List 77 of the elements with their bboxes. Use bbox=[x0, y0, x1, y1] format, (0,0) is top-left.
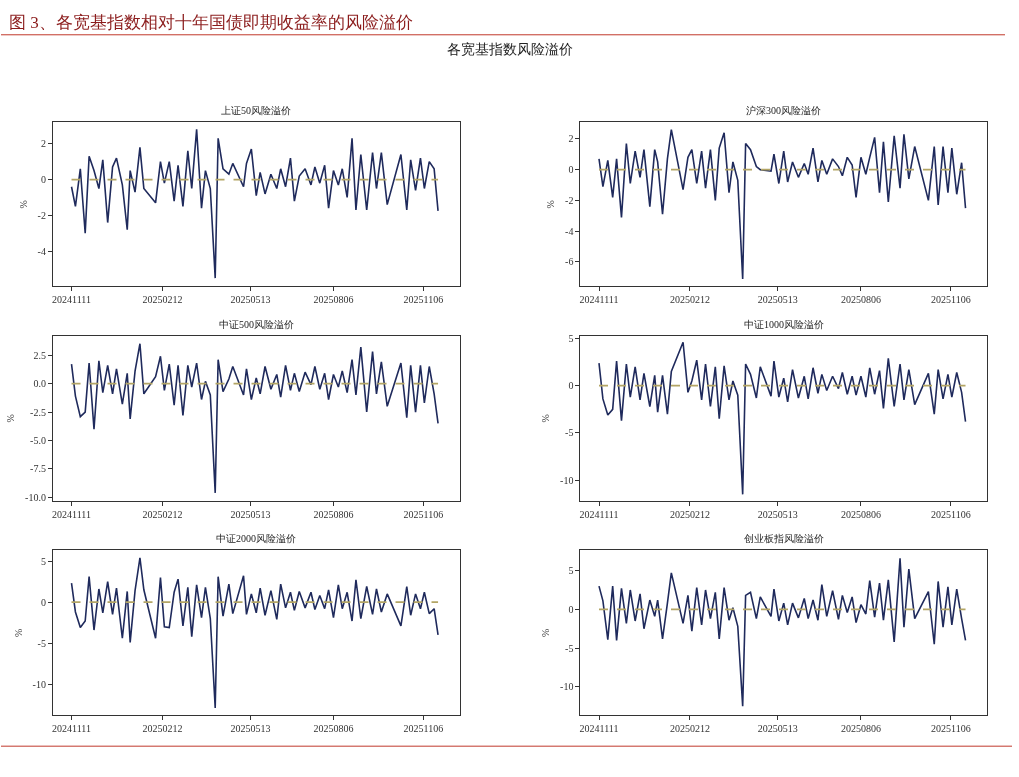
x-tick-label: 20250212 bbox=[669, 294, 710, 306]
x-tick-label: 20250513 bbox=[757, 508, 798, 520]
line-series bbox=[70, 342, 439, 494]
y-tick-label: 5 bbox=[40, 555, 46, 567]
x-tick-label: 20241111 bbox=[52, 508, 91, 520]
y-tick-label: -4 bbox=[37, 245, 46, 257]
x-tick-label: 20241111 bbox=[52, 723, 91, 735]
x-tick-label: 20250806 bbox=[840, 294, 881, 306]
y-tick-label: -10 bbox=[32, 678, 46, 690]
y-tick-label: -6 bbox=[565, 256, 574, 268]
text: 各宽基指数风险溢价 bbox=[447, 42, 573, 57]
y-tick-label: 0 bbox=[568, 164, 574, 176]
x-tick-label: 20250806 bbox=[313, 723, 354, 735]
line-series bbox=[70, 556, 439, 709]
x-tick-label: 20250212 bbox=[142, 723, 183, 735]
y-tick-label: 0.0 bbox=[33, 378, 46, 390]
x-tick-label: 20250212 bbox=[669, 508, 710, 520]
y-axis-title: % bbox=[5, 414, 17, 423]
x-tick-label: 20250806 bbox=[313, 294, 354, 306]
x-tick-label: 20251106 bbox=[931, 723, 971, 735]
chart-title: 中证2000风险溢价 bbox=[216, 533, 296, 544]
chart-title: 创业板指风险溢价 bbox=[744, 533, 824, 544]
y-tick-label: 2 bbox=[40, 138, 46, 150]
y-axis-title: % bbox=[17, 200, 29, 209]
x-tick-label: 20251106 bbox=[403, 294, 444, 306]
line-series bbox=[598, 128, 967, 280]
y-tick-label: 5 bbox=[568, 565, 574, 577]
y-tick-label: 0 bbox=[40, 174, 46, 186]
line-series bbox=[598, 557, 967, 708]
y-tick-label: -2.5 bbox=[30, 406, 46, 418]
x-tick-label: 20250806 bbox=[840, 723, 881, 735]
x-tick-label: 20250513 bbox=[230, 723, 271, 735]
y-tick-label: -5 bbox=[37, 637, 46, 649]
y-tick-label: 2 bbox=[568, 133, 574, 145]
chart-title: 上证50风险溢价 bbox=[221, 105, 291, 116]
y-axis-title: % bbox=[12, 628, 24, 638]
y-axis-title: % bbox=[540, 628, 552, 638]
x-tick-label: 20241111 bbox=[579, 723, 619, 735]
y-axis-title: % bbox=[540, 414, 552, 423]
x-tick-label: 20241111 bbox=[52, 294, 91, 306]
x-tick-label: 20250513 bbox=[230, 294, 271, 306]
x-tick-label: 20251106 bbox=[931, 508, 971, 520]
x-tick-label: 20241111 bbox=[579, 294, 619, 306]
x-tick-label: 20250806 bbox=[313, 508, 354, 520]
line-series bbox=[598, 341, 967, 496]
y-tick-label: -10.0 bbox=[25, 491, 46, 503]
y-tick-label: -5 bbox=[565, 642, 574, 654]
x-tick-label: 20251106 bbox=[403, 508, 444, 520]
line-series bbox=[70, 128, 439, 279]
y-tick-label: 0 bbox=[568, 603, 574, 615]
y-tick-label: 2.5 bbox=[33, 349, 46, 361]
x-tick-label: 20250212 bbox=[142, 508, 183, 520]
y-axis-title: % bbox=[545, 200, 557, 209]
x-tick-label: 20250212 bbox=[142, 294, 183, 306]
x-tick-label: 20241111 bbox=[579, 508, 619, 520]
x-tick-label: 20251106 bbox=[931, 294, 971, 306]
x-tick-label: 20250513 bbox=[757, 723, 798, 735]
x-tick-label: 20250513 bbox=[757, 294, 798, 306]
x-tick-label: 20251106 bbox=[403, 723, 444, 735]
x-tick-label: 20250212 bbox=[669, 723, 710, 735]
caption: 图 3、各宽基指数相对十年国债即期收益率的风险溢价 bbox=[9, 13, 413, 32]
y-tick-label: -2 bbox=[565, 194, 574, 206]
y-tick-label: 0 bbox=[40, 596, 46, 608]
y-tick-label: -5 bbox=[565, 427, 574, 439]
x-tick-label: 20250513 bbox=[230, 508, 271, 520]
y-tick-label: 0 bbox=[568, 380, 574, 392]
chart-title: 中证1000风险溢价 bbox=[744, 319, 824, 330]
x-tick-label: 20250806 bbox=[840, 508, 881, 520]
chart-title: 沪深300风险溢价 bbox=[746, 105, 821, 116]
y-tick-label: -4 bbox=[565, 225, 574, 237]
chart-title: 中证500风险溢价 bbox=[219, 319, 294, 330]
y-tick-label: -10 bbox=[560, 474, 574, 486]
y-tick-label: 5 bbox=[568, 332, 574, 344]
y-tick-label: -5.0 bbox=[30, 435, 46, 447]
y-tick-label: -7.5 bbox=[30, 463, 46, 475]
y-tick-label: -2 bbox=[37, 209, 46, 221]
y-tick-label: -10 bbox=[560, 681, 574, 693]
